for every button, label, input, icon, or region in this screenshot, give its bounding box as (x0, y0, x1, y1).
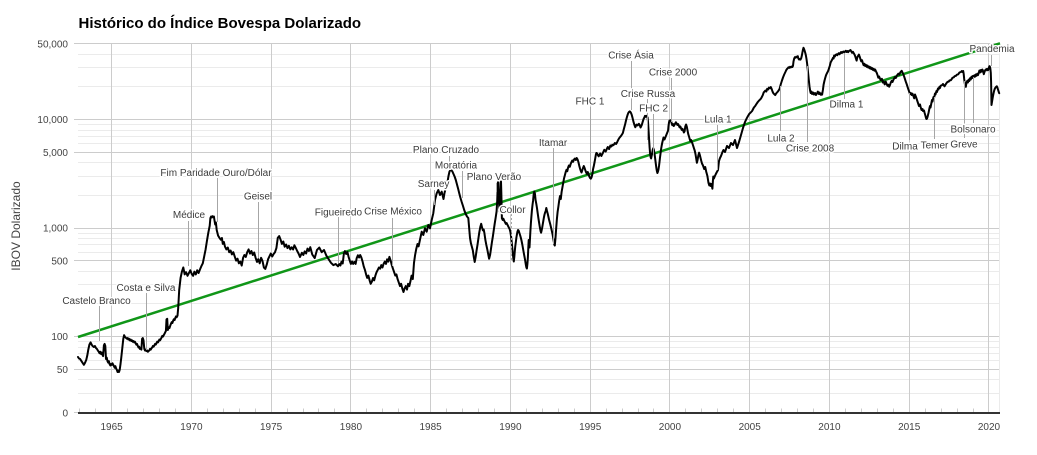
svg-text:1980: 1980 (340, 422, 363, 433)
svg-text:Sarney: Sarney (418, 179, 450, 190)
svg-text:Lula 2: Lula 2 (767, 134, 795, 145)
svg-text:Plano Verão: Plano Verão (467, 172, 522, 183)
svg-text:2005: 2005 (739, 422, 762, 433)
svg-text:Crise 2008: Crise 2008 (786, 144, 835, 155)
svg-text:10,000: 10,000 (37, 115, 68, 126)
svg-text:500: 500 (51, 256, 68, 267)
svg-text:2015: 2015 (898, 422, 921, 433)
svg-text:Plano Cruzado: Plano Cruzado (413, 145, 480, 156)
svg-text:1995: 1995 (579, 422, 602, 433)
svg-text:Temer: Temer (921, 141, 949, 152)
svg-text:2000: 2000 (659, 422, 682, 433)
svg-text:Histórico do Índice Bovespa Do: Histórico do Índice Bovespa Dolarizado (79, 15, 362, 32)
svg-text:50: 50 (57, 365, 69, 376)
svg-text:1975: 1975 (260, 422, 283, 433)
svg-text:Geisel: Geisel (244, 191, 272, 202)
svg-text:1970: 1970 (180, 422, 203, 433)
svg-text:FHC 1: FHC 1 (576, 97, 605, 108)
svg-text:100: 100 (51, 332, 68, 343)
svg-text:Itamar: Itamar (539, 138, 568, 149)
svg-text:Bolsonaro: Bolsonaro (950, 124, 995, 135)
svg-text:2020: 2020 (978, 422, 1001, 433)
svg-text:0: 0 (62, 409, 68, 420)
svg-text:2010: 2010 (818, 422, 841, 433)
svg-text:1965: 1965 (100, 422, 123, 433)
svg-text:Crise 2000: Crise 2000 (649, 67, 698, 78)
svg-text:Lula 1: Lula 1 (704, 114, 732, 125)
svg-text:5,000: 5,000 (43, 148, 68, 159)
svg-text:Crise Russa: Crise Russa (621, 89, 676, 100)
svg-text:Costa e Silva: Costa e Silva (117, 283, 176, 294)
svg-text:Castelo Branco: Castelo Branco (62, 296, 131, 307)
svg-text:Dilma 1: Dilma 1 (830, 100, 864, 111)
svg-text:50,000: 50,000 (37, 39, 68, 50)
svg-text:1990: 1990 (499, 422, 522, 433)
svg-text:IBOV Dolarizado: IBOV Dolarizado (9, 181, 23, 271)
svg-text:1985: 1985 (419, 422, 442, 433)
svg-text:Dilma: Dilma (892, 142, 918, 153)
svg-text:Crise México: Crise México (364, 207, 422, 218)
svg-text:Moratória: Moratória (435, 161, 478, 172)
svg-text:Crise Ásia: Crise Ásia (608, 49, 654, 62)
svg-text:Figueiredo: Figueiredo (315, 208, 363, 219)
svg-text:Collor: Collor (499, 205, 526, 216)
svg-text:Pandemia: Pandemia (969, 44, 1014, 55)
svg-text:FHC 2: FHC 2 (639, 103, 668, 114)
svg-text:Médice: Médice (173, 210, 206, 221)
svg-text:Greve: Greve (950, 140, 978, 151)
svg-text:1,000: 1,000 (43, 224, 68, 235)
svg-text:Fim Paridade Ouro/Dólar: Fim Paridade Ouro/Dólar (160, 168, 272, 179)
